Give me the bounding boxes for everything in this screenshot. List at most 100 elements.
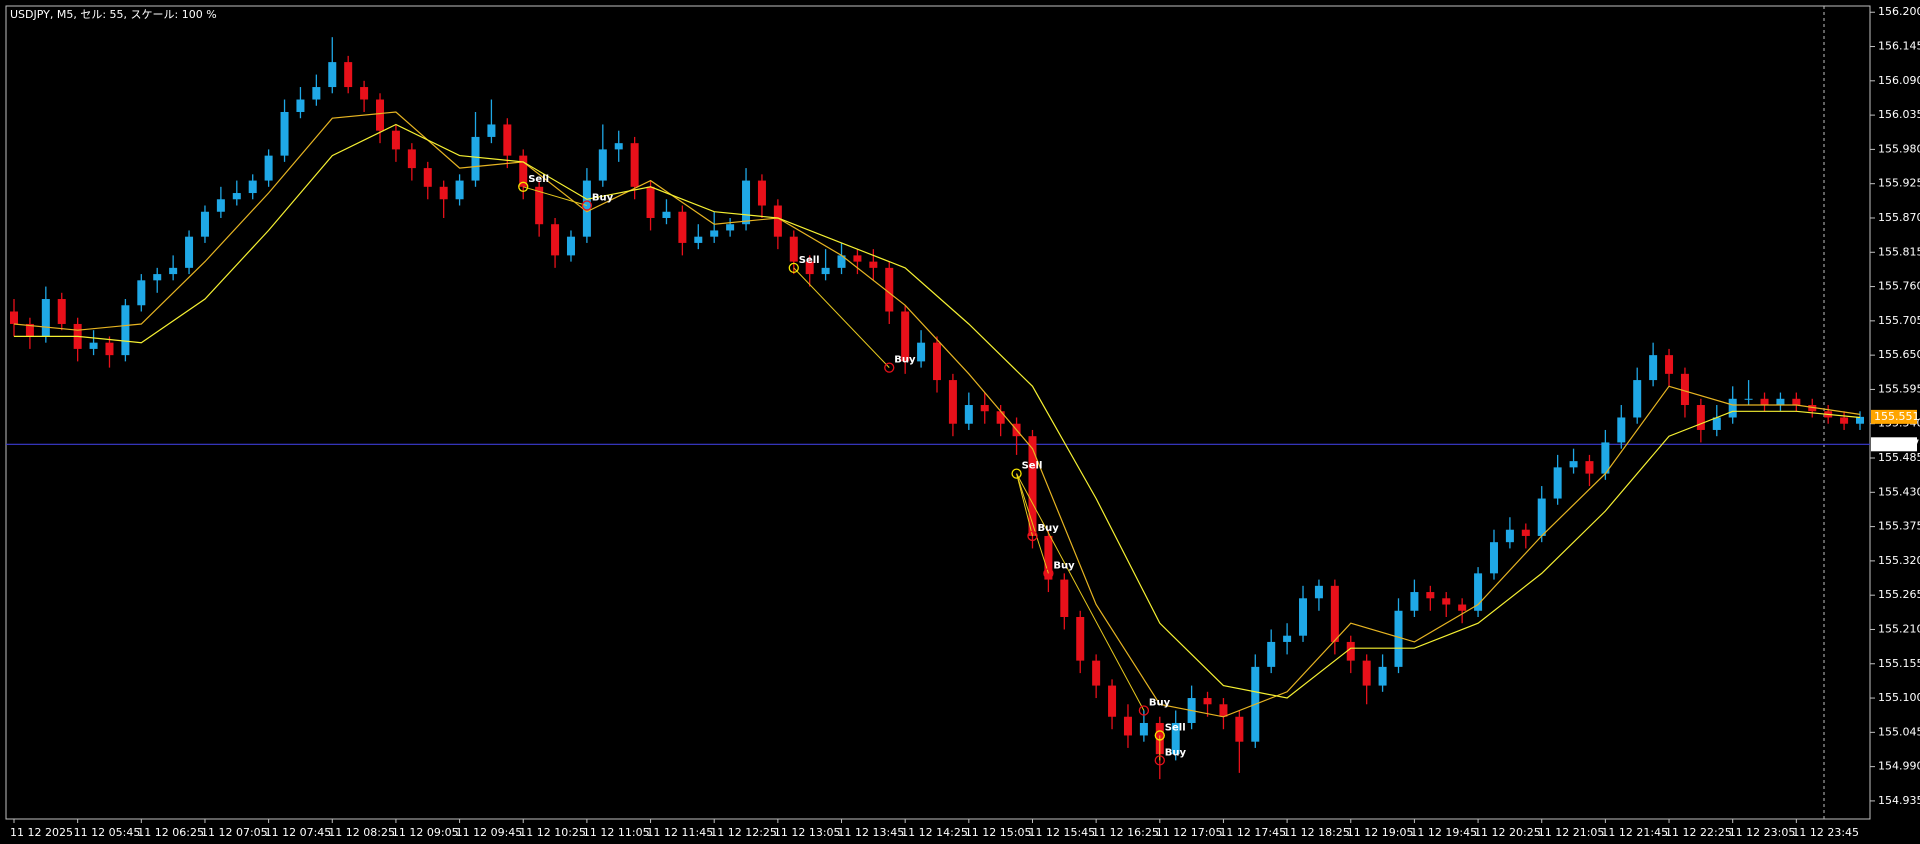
signal-marker xyxy=(581,200,593,211)
candle-body xyxy=(1442,598,1451,605)
x-tick-label: 11 12 06:25 xyxy=(137,826,204,839)
signal-label: Sell xyxy=(1022,461,1043,472)
y-tick-label: 155.980 xyxy=(1878,142,1920,155)
candle-body xyxy=(1346,641,1355,661)
candle-body xyxy=(1649,355,1658,381)
x-tick-label: 11 12 23:05 xyxy=(1729,826,1796,839)
signal-marker xyxy=(1154,755,1165,766)
candle-body xyxy=(1505,529,1514,543)
moving-average xyxy=(14,123,1861,699)
candle-body xyxy=(1776,398,1785,406)
candle-body xyxy=(248,180,257,194)
signal-marker xyxy=(884,362,895,373)
x-tick-label: 11 12 18:25 xyxy=(1283,826,1350,839)
moving-average xyxy=(13,111,1861,718)
x-tick-label: 11 12 07:05 xyxy=(201,826,268,839)
candle-body xyxy=(789,236,798,262)
candle-body xyxy=(264,155,273,181)
candle-body xyxy=(328,62,337,88)
y-tick-label: 155.485 xyxy=(1878,451,1920,464)
signal-label: Buy xyxy=(1149,698,1171,709)
candle-body xyxy=(1028,436,1037,536)
signal-label: Buy xyxy=(1165,747,1187,758)
x-tick-label: 11 12 16:25 xyxy=(1092,826,1159,839)
y-tick-label: 155.045 xyxy=(1878,725,1920,738)
y-tick-label: 155.870 xyxy=(1878,211,1920,224)
signal-label: Sell xyxy=(799,255,820,266)
x-tick-label: 11 12 13:45 xyxy=(838,826,905,839)
candle-body xyxy=(519,155,528,187)
candle-body xyxy=(1760,398,1769,406)
signal-link xyxy=(1016,473,1049,574)
x-tick-label: 11 12 07:45 xyxy=(265,826,332,839)
y-tick-label: 155.705 xyxy=(1878,314,1920,327)
candle-body xyxy=(773,205,782,237)
candle-body xyxy=(614,143,623,150)
x-tick-label: 11 12 11:05 xyxy=(583,826,650,839)
candle-body xyxy=(710,230,719,237)
candle-body xyxy=(917,342,926,362)
candle-body xyxy=(964,405,973,424)
signal-link xyxy=(793,267,890,368)
x-tick-label: 11 12 2025 xyxy=(10,826,73,839)
candle-body xyxy=(1521,529,1530,536)
candle-body xyxy=(551,224,560,256)
y-tick-label: 155.155 xyxy=(1878,657,1920,670)
y-tick-label: 154.990 xyxy=(1878,760,1920,773)
y-tick-label: 155.210 xyxy=(1878,622,1920,635)
candle-body xyxy=(1808,405,1817,412)
x-tick-label: 11 12 12:25 xyxy=(710,826,777,839)
x-tick-label: 11 12 10:25 xyxy=(519,826,586,839)
candle-body xyxy=(678,211,687,243)
candle-body xyxy=(137,280,146,306)
candle-body xyxy=(471,136,480,181)
candle-body xyxy=(1744,398,1753,400)
signal-marker xyxy=(1138,705,1150,716)
candle-body xyxy=(1665,355,1674,374)
candle-body xyxy=(1330,585,1339,642)
candle-body xyxy=(1171,722,1180,755)
candle-body xyxy=(1314,585,1323,599)
y-tick-label: 156.090 xyxy=(1878,74,1920,87)
candle-body xyxy=(1108,685,1117,717)
candle-body xyxy=(948,380,957,424)
chart-title: USDJPY, M5, セル: 55, スケール: 100 % xyxy=(10,8,217,21)
y-tick-label: 155.265 xyxy=(1878,588,1920,601)
candle-body xyxy=(837,255,846,268)
candle-body xyxy=(980,405,989,412)
candle-body xyxy=(742,180,751,225)
candle-body xyxy=(153,274,162,281)
candle-body xyxy=(376,99,385,131)
candle-body xyxy=(1489,542,1498,574)
candle-body xyxy=(901,311,910,362)
candle-body xyxy=(1394,610,1403,667)
candle-body xyxy=(89,342,98,349)
candle-body xyxy=(1617,417,1626,443)
candle-body xyxy=(1840,417,1849,424)
candle-body xyxy=(105,342,114,356)
signal-link xyxy=(523,186,588,206)
candle-body xyxy=(1283,635,1292,642)
x-tick-label: 11 12 17:45 xyxy=(1219,826,1286,839)
x-tick-label: 11 12 20:25 xyxy=(1474,826,1541,839)
candle-body xyxy=(10,311,18,324)
y-tick-label: 155.815 xyxy=(1878,245,1920,258)
candle-body xyxy=(280,111,289,156)
candle-body xyxy=(1553,467,1562,499)
x-tick-label: 11 12 15:05 xyxy=(965,826,1032,839)
candle-body xyxy=(646,186,655,218)
candle-body xyxy=(853,255,862,262)
y-tick-label: 155.430 xyxy=(1878,485,1920,498)
y-tick-label: 155.320 xyxy=(1878,554,1920,567)
y-tick-label: 155.760 xyxy=(1878,280,1920,293)
price-label: 155.507 xyxy=(1874,437,1920,450)
candle-body xyxy=(169,267,178,275)
candle-body xyxy=(57,299,66,324)
candle-body xyxy=(1792,398,1801,406)
candle-body xyxy=(312,87,321,100)
x-tick-label: 11 12 21:05 xyxy=(1538,826,1605,839)
x-tick-label: 11 12 09:05 xyxy=(392,826,459,839)
x-tick-label: 11 12 23:45 xyxy=(1792,826,1859,839)
candle-body xyxy=(1235,716,1244,742)
